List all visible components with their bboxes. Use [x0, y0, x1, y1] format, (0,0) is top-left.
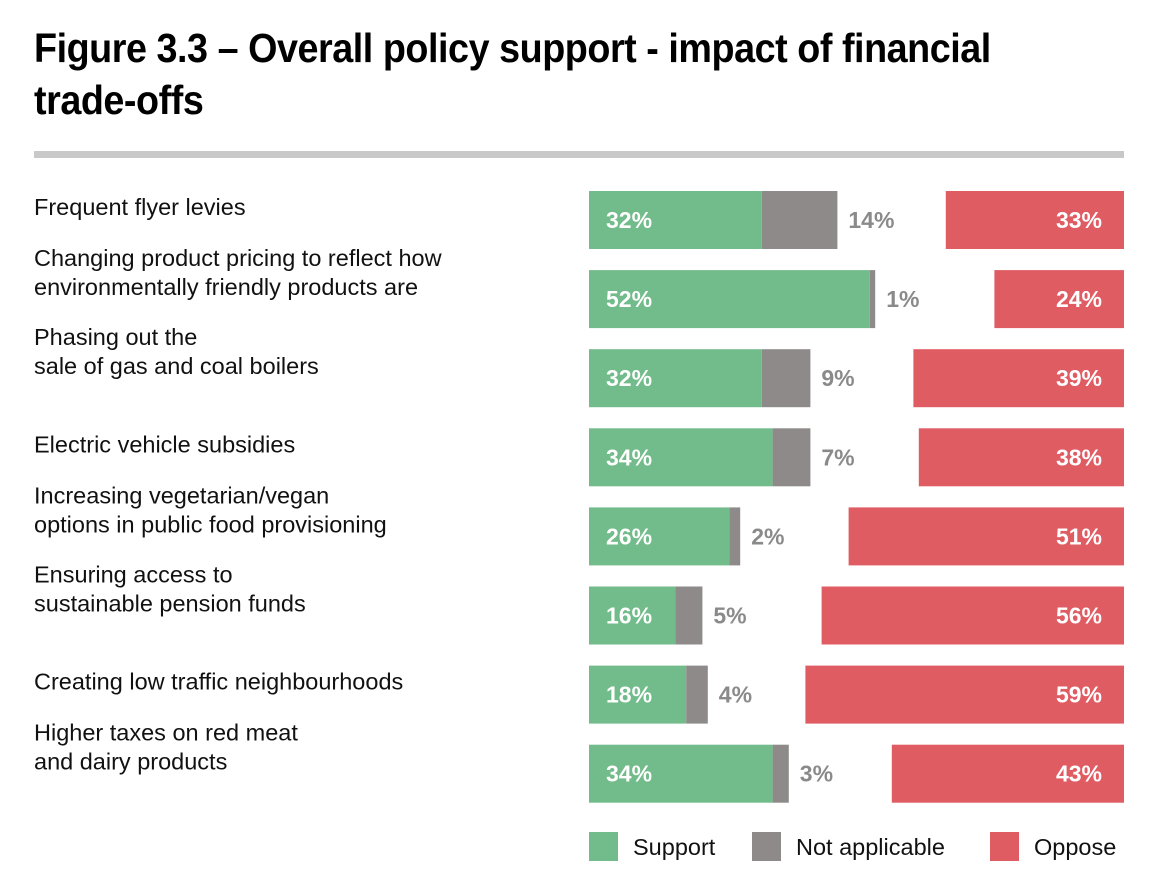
legend-label: Not applicable	[796, 834, 945, 860]
bar-not-applicable	[772, 428, 811, 487]
bar-oppose	[994, 270, 1124, 329]
bar-not-applicable	[686, 665, 708, 724]
data-label-not-applicable: 14%	[848, 207, 894, 233]
data-label-not-applicable: 9%	[821, 365, 854, 391]
bar-not-applicable	[772, 744, 789, 803]
bar-oppose	[913, 349, 1124, 408]
data-label-support: 16%	[606, 603, 652, 629]
data-label-oppose: 33%	[1056, 207, 1102, 233]
bar-support	[589, 744, 773, 803]
bar-oppose	[891, 744, 1124, 803]
legend-label: Oppose	[1034, 834, 1116, 860]
category-label: options in public food provisioning	[34, 511, 387, 537]
data-label-support: 32%	[606, 365, 652, 391]
bar-support	[589, 191, 762, 249]
bar-support	[589, 507, 730, 566]
category-label: Phasing out the	[34, 324, 197, 350]
data-label-not-applicable: 7%	[821, 444, 854, 470]
data-label-oppose: 38%	[1056, 444, 1102, 470]
data-label-support: 34%	[606, 444, 652, 470]
data-label-support: 26%	[606, 523, 652, 549]
legend-swatch	[990, 832, 1019, 861]
bar-support	[589, 428, 773, 487]
bar-oppose	[805, 665, 1124, 724]
data-label-oppose: 43%	[1056, 761, 1102, 787]
data-label-not-applicable: 1%	[886, 286, 919, 312]
bar-not-applicable	[869, 270, 876, 329]
bar-not-applicable	[729, 507, 741, 566]
legend-swatch	[589, 832, 618, 861]
chart-title: Figure 3.3 – Overall policy support - im…	[34, 25, 991, 123]
bar-not-applicable	[675, 586, 703, 645]
category-label: Creating low traffic neighbourhoods	[34, 669, 403, 695]
data-label-oppose: 39%	[1056, 365, 1102, 391]
bar-support	[589, 349, 762, 408]
data-label-support: 32%	[606, 207, 652, 233]
bar-support	[589, 270, 870, 329]
data-label-oppose: 24%	[1056, 286, 1102, 312]
category-label: Higher taxes on red meat	[34, 720, 298, 746]
category-label: Changing product pricing to reflect how	[34, 245, 443, 271]
bar-oppose	[848, 507, 1124, 566]
legend-label: Support	[633, 834, 716, 860]
data-label-oppose: 59%	[1056, 682, 1102, 708]
category-label: environmentally friendly products are	[34, 274, 418, 300]
category-label: sale of gas and coal boilers	[34, 353, 319, 379]
data-label-not-applicable: 4%	[719, 682, 752, 708]
data-label-not-applicable: 5%	[713, 603, 746, 629]
bar-oppose	[918, 428, 1124, 487]
category-label: sustainable pension funds	[34, 591, 306, 617]
category-label: and dairy products	[34, 749, 227, 775]
data-label-oppose: 51%	[1056, 523, 1102, 549]
data-label-support: 52%	[606, 286, 652, 312]
bar-support	[589, 665, 687, 724]
category-label: Frequent flyer levies	[34, 194, 246, 220]
data-label-not-applicable: 2%	[751, 523, 784, 549]
bar-oppose	[821, 586, 1124, 645]
data-label-not-applicable: 3%	[800, 761, 833, 787]
bar-not-applicable	[761, 191, 838, 249]
bar-support	[589, 586, 676, 645]
title-divider	[34, 151, 1124, 158]
bar-not-applicable	[761, 349, 811, 408]
data-label-support: 34%	[606, 761, 652, 787]
category-label: Ensuring access to	[34, 562, 233, 588]
category-label: Increasing vegetarian/vegan	[34, 482, 329, 508]
legend-swatch	[752, 832, 781, 861]
data-label-support: 18%	[606, 682, 652, 708]
bar-oppose	[945, 191, 1124, 249]
category-label: Electric vehicle subsidies	[34, 431, 295, 457]
data-label-oppose: 56%	[1056, 603, 1102, 629]
